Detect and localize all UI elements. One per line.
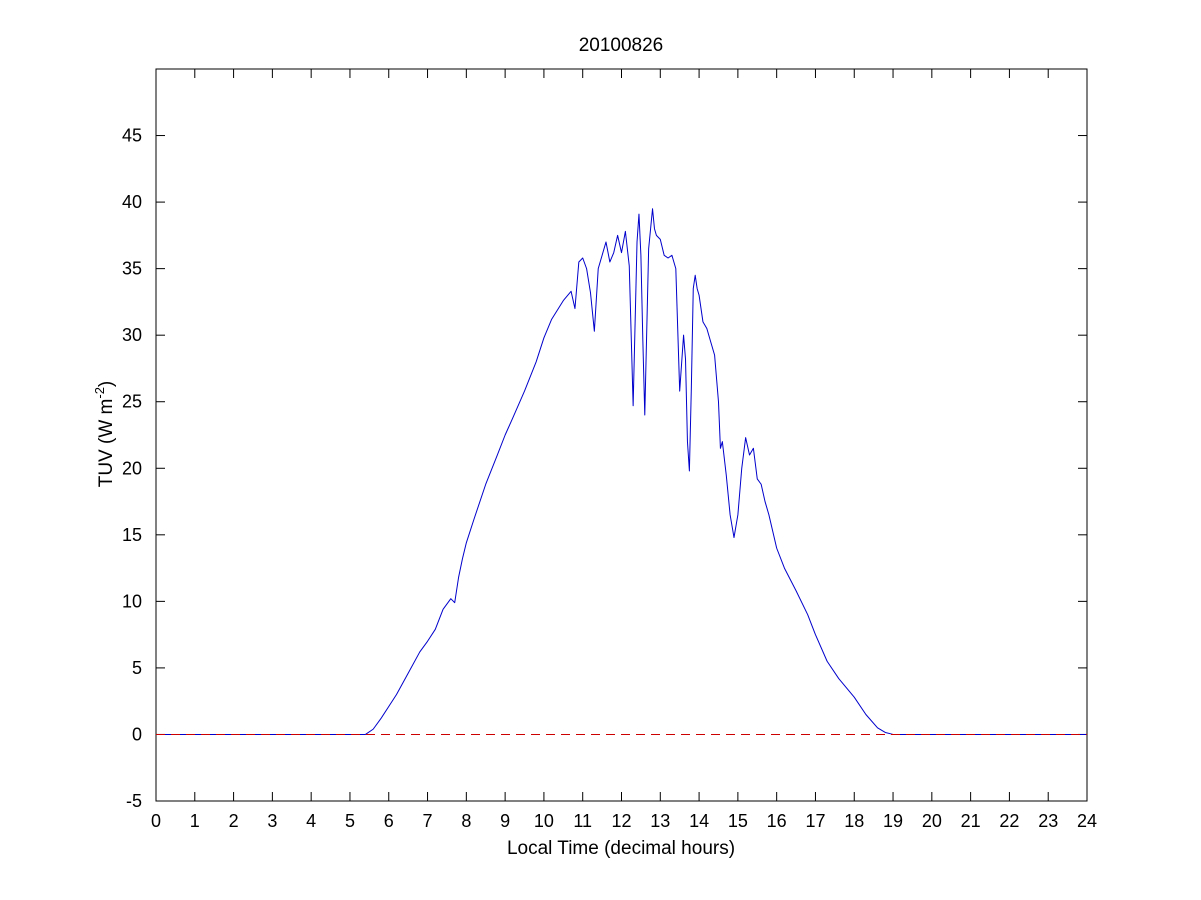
- y-axis-title-main: TUV (W m: [96, 399, 117, 488]
- x-tick-label: 18: [844, 811, 864, 831]
- x-tick-label: 8: [461, 811, 471, 831]
- x-tick-label: 14: [689, 811, 709, 831]
- y-tick-label: 20: [122, 458, 142, 478]
- x-tick-label: 17: [805, 811, 825, 831]
- x-tick-label: 4: [306, 811, 316, 831]
- y-axis-title-superscript: -2: [92, 387, 107, 399]
- x-tick-label: 20: [922, 811, 942, 831]
- tuv-series-line: [156, 208, 1087, 735]
- y-tick-label: 0: [132, 724, 142, 744]
- x-tick-label: 16: [767, 811, 787, 831]
- y-tick-label: 45: [122, 126, 142, 146]
- x-tick-label: 6: [384, 811, 394, 831]
- y-axis-title: TUV (W m-2): [92, 381, 117, 488]
- plot-area: 0 1 2 3 4 5 6 7 8 9 10 11 12 13 14 15 16 17 18 19 20 21 22 23 24…: [122, 68, 1097, 831]
- x-tick-label: 2: [229, 811, 239, 831]
- y-tick-label: 5: [132, 658, 142, 678]
- y-tick-label: 40: [122, 192, 142, 212]
- y-tick-label: 30: [122, 325, 142, 345]
- x-tick-label: 10: [534, 811, 554, 831]
- x-tick-label: 9: [500, 811, 510, 831]
- y-tick-label: 35: [122, 259, 142, 279]
- x-tick-label: 19: [883, 811, 903, 831]
- x-tick-label: 11: [573, 811, 592, 831]
- y-axis-title-close: ): [96, 381, 117, 387]
- x-tick-label: 3: [267, 811, 277, 831]
- x-tick-label: 12: [611, 811, 631, 831]
- x-tick-label: 15: [728, 811, 748, 831]
- x-tick-label: 7: [423, 811, 433, 831]
- y-tick-label: 25: [122, 392, 142, 412]
- y-tick-label: -5: [126, 791, 142, 811]
- chart-title: 20100826: [579, 35, 664, 56]
- x-tick-label: 21: [961, 811, 981, 831]
- x-tick-label: 24: [1077, 811, 1097, 831]
- x-tick-label: 1: [190, 811, 200, 831]
- x-tick-label: 0: [151, 811, 161, 831]
- x-tick-label: 23: [1038, 811, 1058, 831]
- x-tick-label: 22: [999, 811, 1019, 831]
- y-tick-label: 10: [122, 591, 142, 611]
- y-tick-label: 15: [122, 525, 142, 545]
- axes-box: [155, 68, 1088, 802]
- x-tick-label: 5: [345, 811, 355, 831]
- x-axis-title: Local Time (decimal hours): [507, 838, 735, 859]
- x-tick-label: 13: [650, 811, 670, 831]
